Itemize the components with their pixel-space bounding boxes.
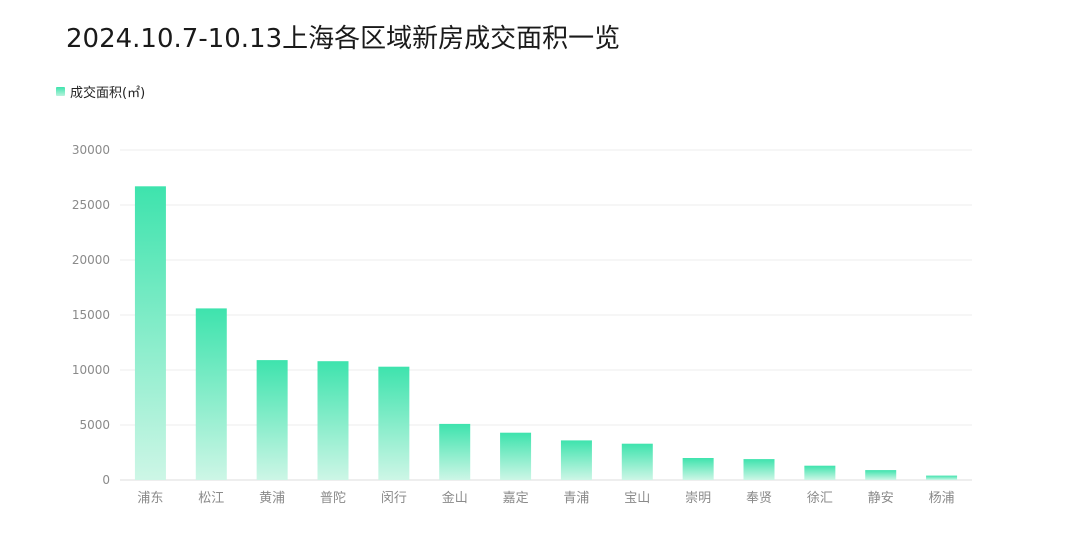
y-tick-label: 30000	[72, 143, 110, 157]
bar-5[interactable]	[378, 366, 410, 480]
grid-lines	[120, 149, 972, 481]
legend-label: 成交面积(㎡)	[70, 86, 146, 101]
y-axis-ticks: 0 5000 10000 15000 20000 25000 30000	[72, 143, 110, 487]
bars	[134, 186, 958, 481]
bar-3[interactable]	[256, 360, 288, 480]
x-tick-label: 宝山	[624, 491, 650, 506]
x-axis-ticks: 浦东 松江 黄浦 普陀 闵行 金山 嘉定 青浦 宝山 崇明 奉贤 徐汇 静安 杨浦	[137, 490, 954, 506]
bar-13[interactable]	[865, 470, 897, 480]
x-tick-label: 嘉定	[503, 491, 529, 506]
x-tick-label: 松江	[198, 491, 224, 506]
bar-10[interactable]	[682, 458, 714, 480]
bar-14[interactable]	[926, 475, 958, 480]
x-tick-label: 崇明	[685, 491, 711, 506]
chart-title: 2024.10.7-10.13上海各区域新房成交面积一览	[66, 24, 621, 54]
x-tick-label: 闵行	[381, 491, 407, 506]
bar-9[interactable]	[621, 443, 653, 480]
bar-8[interactable]	[560, 440, 592, 480]
y-tick-label: 15000	[72, 308, 110, 322]
x-tick-label: 浦东	[137, 491, 163, 506]
x-tick-label: 黄浦	[259, 491, 285, 506]
bar-6[interactable]	[439, 423, 471, 480]
x-tick-label: 青浦	[563, 491, 589, 506]
bar-12[interactable]	[804, 465, 836, 480]
legend-swatch	[56, 87, 65, 96]
bar-2[interactable]	[195, 308, 227, 480]
x-tick-label: 徐汇	[807, 491, 833, 506]
x-tick-label: 普陀	[320, 490, 346, 506]
chart-legend[interactable]: 成交面积(㎡)	[56, 82, 145, 101]
x-tick-label: 金山	[442, 490, 468, 506]
bar-1[interactable]	[134, 186, 166, 481]
bar-11[interactable]	[743, 459, 775, 480]
y-tick-label: 10000	[72, 363, 110, 377]
y-tick-label: 5000	[79, 418, 110, 432]
y-tick-label: 25000	[72, 198, 110, 212]
bar-7[interactable]	[500, 432, 532, 480]
x-tick-label: 奉贤	[746, 491, 772, 506]
x-tick-label: 杨浦	[929, 491, 955, 506]
bar-4[interactable]	[317, 361, 349, 480]
x-tick-label: 静安	[868, 491, 894, 506]
y-tick-label: 20000	[72, 253, 110, 267]
y-tick-label: 0	[102, 473, 110, 487]
